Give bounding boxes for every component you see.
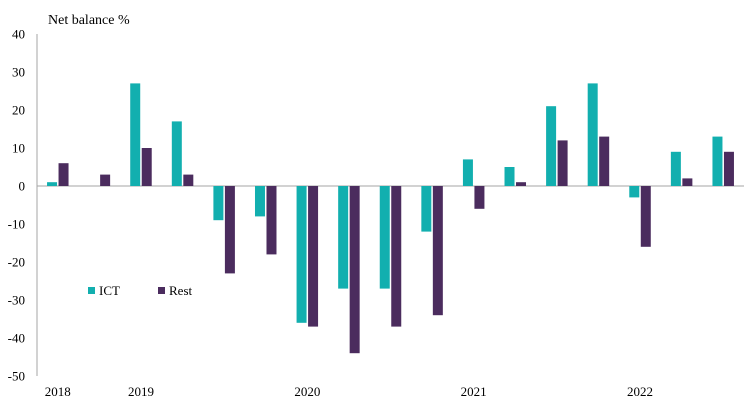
- bar-ict-4: [213, 186, 224, 221]
- bar-ict-9: [421, 186, 432, 232]
- x-tick-label-2020: 2020: [294, 384, 320, 399]
- bar-rest-4: [224, 186, 235, 274]
- bar-rest-7: [349, 186, 360, 354]
- y-tick-label: 20: [12, 103, 25, 118]
- bar-rest-3: [183, 174, 194, 186]
- y-tick-label: 10: [12, 141, 25, 156]
- bar-ict-0: [47, 182, 58, 186]
- y-tick-label: 30: [12, 65, 25, 80]
- x-tick-label-2021: 2021: [461, 384, 487, 399]
- bar-rest-11: [516, 182, 527, 186]
- bar-rest-14: [640, 186, 651, 247]
- x-tick-label-2019: 2019: [128, 384, 154, 399]
- legend-label-ict: ICT: [99, 283, 120, 298]
- bar-rest-5: [266, 186, 277, 255]
- x-tick-label-2022: 2022: [627, 384, 653, 399]
- bar-rest-16: [723, 151, 734, 186]
- y-axis: 40 30 20 10 0 -10 -20 -30 -40 -50: [8, 27, 25, 384]
- bar-ict-10: [462, 159, 473, 186]
- bar-rest-8: [391, 186, 402, 327]
- y-tick-label: -20: [8, 255, 25, 270]
- bar-ict-6: [296, 186, 307, 323]
- bar-rest-13: [599, 136, 610, 186]
- bar-ict-2: [130, 83, 141, 186]
- bar-ict-5: [254, 186, 265, 217]
- bar-rest-15: [682, 178, 693, 186]
- bar-rest-0: [58, 163, 69, 186]
- bar-rest-2: [141, 148, 152, 186]
- y-tick-label: 40: [12, 27, 25, 42]
- bar-ict-3: [171, 121, 182, 186]
- y-tick-label: -40: [8, 331, 25, 346]
- bar-rest-10: [474, 186, 485, 209]
- bar-series-group: [47, 83, 734, 354]
- y-tick-label: 0: [19, 179, 26, 194]
- bar-ict-16: [712, 136, 723, 186]
- bar-ict-12: [546, 106, 557, 186]
- y-axis-unit-label: Net balance %: [48, 13, 130, 28]
- bar-ict-15: [670, 151, 681, 186]
- bar-rest-6: [308, 186, 319, 327]
- legend-swatch-ict: [88, 287, 95, 294]
- bar-ict-8: [379, 186, 390, 289]
- bar-ict-11: [504, 167, 515, 186]
- x-tick-label-2018: 2018: [45, 384, 71, 399]
- legend-swatch-rest: [158, 287, 165, 294]
- y-tick-label: -10: [8, 217, 25, 232]
- bar-rest-12: [557, 140, 568, 186]
- bar-rest-9: [432, 186, 443, 316]
- y-tick-label: -50: [8, 369, 25, 384]
- legend-label-rest: Rest: [169, 283, 193, 298]
- bar-ict-7: [338, 186, 349, 289]
- bar-rest-1: [100, 174, 111, 186]
- bar-ict-14: [629, 186, 640, 198]
- x-axis: 2018 2019 2020 2021 2022: [45, 384, 653, 399]
- bar-ict-13: [587, 83, 598, 186]
- y-tick-label: -30: [8, 293, 25, 308]
- legend: ICT Rest: [88, 283, 193, 298]
